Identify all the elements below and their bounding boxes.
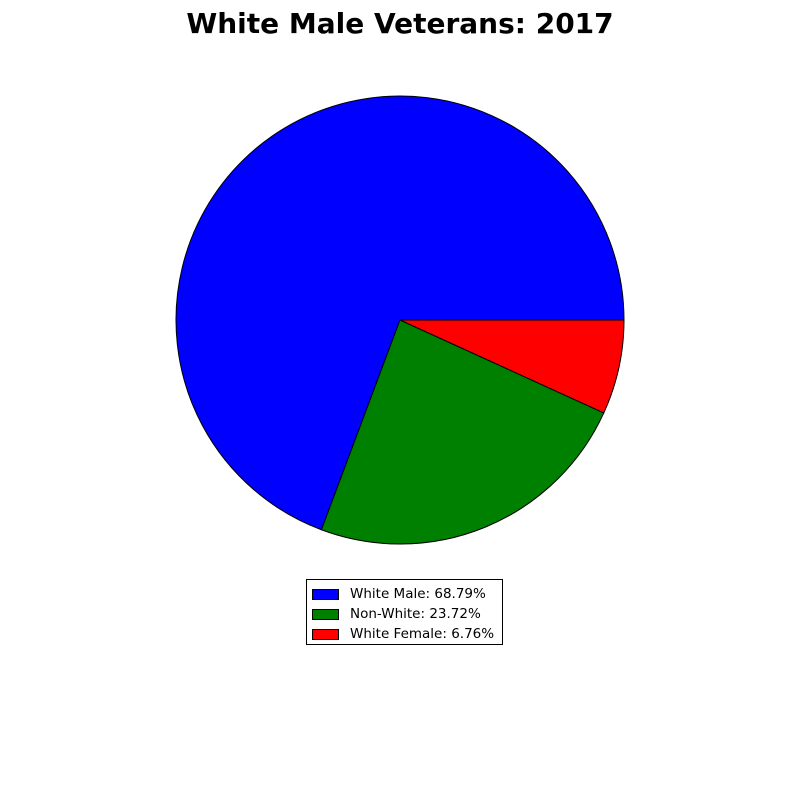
legend-label: White Female: 6.76%	[350, 626, 495, 642]
legend-item: White Male: 68.79%	[307, 584, 502, 604]
legend-swatch	[312, 628, 339, 640]
legend-item: Non-White: 23.72%	[307, 604, 502, 624]
legend-swatch	[312, 608, 339, 620]
pie-slice	[175, 95, 625, 531]
legend-label: Non-White: 23.72%	[350, 606, 481, 622]
legend-item: White Female: 6.76%	[307, 624, 502, 644]
chart-title: White Male Veterans: 2017	[186, 7, 614, 40]
legend: White Male: 68.79% Non-White: 23.72% Whi…	[306, 579, 503, 645]
legend-label: White Male: 68.79%	[350, 586, 486, 602]
pie-slice	[399, 319, 625, 414]
legend-swatch	[312, 588, 339, 600]
pie-slice	[320, 319, 605, 545]
